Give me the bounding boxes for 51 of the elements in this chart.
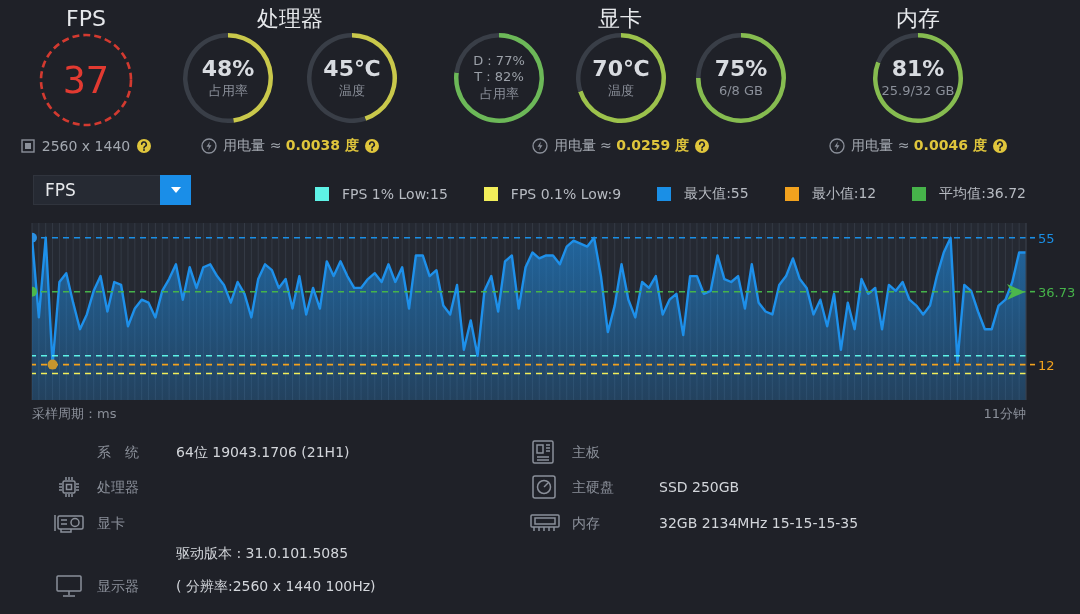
x-axis-title: 采样周期：ms: [32, 406, 117, 422]
slice-label: 6/8 GB: [718, 82, 764, 100]
y-tick-label: 55: [1038, 230, 1055, 246]
text: T : 82%: [474, 69, 524, 85]
legend-label: 最小值:12: [811, 185, 877, 203]
text: 37: [62, 58, 110, 102]
legend-label: FPS 0.1% Low:9: [510, 186, 622, 202]
slice-label: 25.9/32 GB: [881, 82, 955, 100]
text: 系 统: [97, 443, 139, 462]
point: [47, 359, 58, 370]
data-label: 48%: [201, 56, 255, 82]
text: 驱动版本 : 31.0.101.5085: [176, 544, 349, 563]
text: D : 77%: [473, 53, 525, 69]
slice-label: 占用率: [479, 85, 519, 103]
text: 2560 x 1440: [41, 138, 131, 154]
data-label: 81%: [891, 56, 945, 82]
slice-label: 温度: [339, 82, 365, 100]
text: 64位 19043.1706 (21H1): [176, 443, 350, 462]
data-label: 75%: [714, 56, 768, 82]
text: FPS: [65, 5, 107, 33]
donut-slice: [454, 33, 544, 123]
data-label: 70℃: [592, 56, 650, 82]
text: 显卡: [97, 514, 125, 533]
text: 显示器: [97, 577, 139, 596]
chart-title: 处理器: [256, 5, 324, 33]
donut-slice: [696, 33, 786, 123]
donut-slice: [578, 33, 666, 123]
chart-title: 显卡: [597, 5, 644, 33]
donut-slice: [873, 33, 963, 123]
text: 处理器: [97, 478, 139, 497]
text: 主硬盘: [572, 478, 614, 497]
text: 用电量 ≈ 0.0046 度: [851, 137, 987, 153]
text: SSD 250GB: [659, 478, 740, 497]
text: 11分钟: [983, 406, 1026, 422]
y-tick-label: 36.73: [1038, 284, 1076, 300]
text: 32GB 2134MHz 15-15-15-35: [659, 514, 859, 533]
y-tick-label: 12: [1038, 357, 1055, 373]
slice-label: 占用率: [208, 82, 248, 100]
legend-label: FPS 1% Low:15: [342, 186, 448, 202]
chart-title: 内存: [895, 5, 941, 33]
legend-label: 最大值:55: [684, 185, 749, 203]
text: 用电量 ≈ 0.0259 度: [553, 137, 690, 153]
text: 内存: [572, 514, 600, 533]
text: 用电量 ≈ 0.0038 度: [223, 137, 359, 153]
legend-label: 平均值:36.72: [939, 185, 1026, 203]
chart-title: FPS: [44, 180, 77, 200]
text: 主板: [572, 443, 600, 462]
text: ( 分辨率:2560 x 1440 100Hz): [176, 577, 376, 596]
dropdown: FPS: [33, 175, 191, 205]
slice-label: 温度: [608, 82, 634, 100]
data-label: 45℃: [323, 56, 381, 82]
